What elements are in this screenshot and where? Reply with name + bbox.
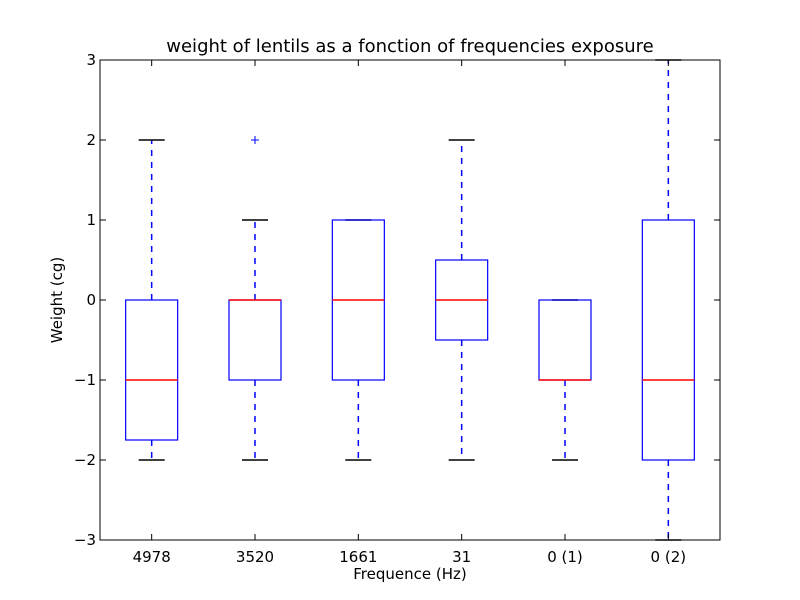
chart-title: weight of lentils as a fonction of frequ…	[166, 36, 653, 57]
y-tick-label: 0	[86, 291, 96, 309]
y-tick-label: 3	[86, 51, 96, 69]
box-group	[641, 59, 695, 541]
box-iqr	[538, 299, 592, 381]
y-tick-label: −2	[74, 451, 96, 469]
y-tick-label: −3	[74, 531, 96, 549]
x-axis-label: Frequence (Hz)	[353, 565, 466, 583]
x-tick-label: 4978	[133, 548, 171, 566]
x-tick-label: 0 (2)	[651, 548, 687, 566]
x-tick-label: 31	[452, 548, 471, 566]
boxes-layer	[125, 59, 695, 541]
plot-area-frame	[99, 59, 721, 541]
box-group	[125, 139, 179, 461]
flier-marker	[251, 136, 259, 144]
x-tick-label: 3520	[236, 548, 274, 566]
box-group	[538, 299, 592, 461]
box-group	[228, 136, 282, 461]
ticks-layer: 4978 3520 1661 31 0 (1) 0 (2) −3 −2 −1 0 1 2 3	[74, 51, 720, 566]
box-group	[435, 139, 489, 461]
y-tick-label: −1	[74, 371, 96, 389]
y-tick-label: 2	[86, 131, 96, 149]
box-iqr	[641, 219, 695, 461]
y-tick-label: 1	[86, 211, 96, 229]
y-axis-label: Weight (cg)	[48, 257, 66, 344]
x-tick-label: 1661	[339, 548, 377, 566]
box-group	[331, 219, 385, 461]
box-iqr	[125, 299, 179, 441]
box-iqr	[228, 299, 282, 381]
x-tick-label: 0 (1)	[547, 548, 583, 566]
